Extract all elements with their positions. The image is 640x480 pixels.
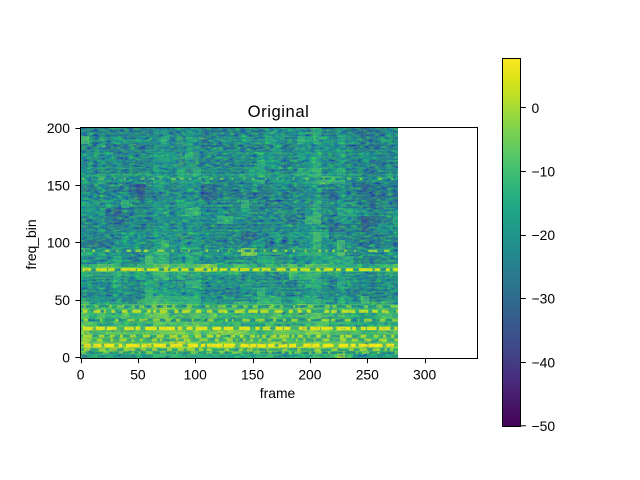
svg-text:−20: −20 bbox=[532, 227, 556, 243]
svg-text:200: 200 bbox=[298, 366, 321, 382]
svg-text:−10: −10 bbox=[532, 163, 556, 179]
svg-text:100: 100 bbox=[47, 235, 70, 251]
svg-text:0: 0 bbox=[77, 366, 85, 382]
svg-text:Original: Original bbox=[248, 102, 310, 121]
svg-text:−40: −40 bbox=[532, 354, 556, 370]
svg-text:0: 0 bbox=[532, 100, 540, 116]
svg-text:0: 0 bbox=[62, 350, 70, 366]
svg-text:300: 300 bbox=[413, 366, 436, 382]
svg-text:50: 50 bbox=[130, 366, 146, 382]
svg-text:frame: frame bbox=[260, 385, 296, 401]
svg-text:100: 100 bbox=[184, 366, 207, 382]
svg-text:250: 250 bbox=[356, 366, 379, 382]
svg-text:freq_bin: freq_bin bbox=[23, 219, 39, 269]
svg-text:−50: −50 bbox=[532, 418, 556, 434]
svg-text:−30: −30 bbox=[532, 291, 556, 307]
svg-text:150: 150 bbox=[241, 366, 264, 382]
svg-text:150: 150 bbox=[47, 177, 70, 193]
svg-text:200: 200 bbox=[47, 120, 70, 136]
svg-text:50: 50 bbox=[55, 292, 71, 308]
